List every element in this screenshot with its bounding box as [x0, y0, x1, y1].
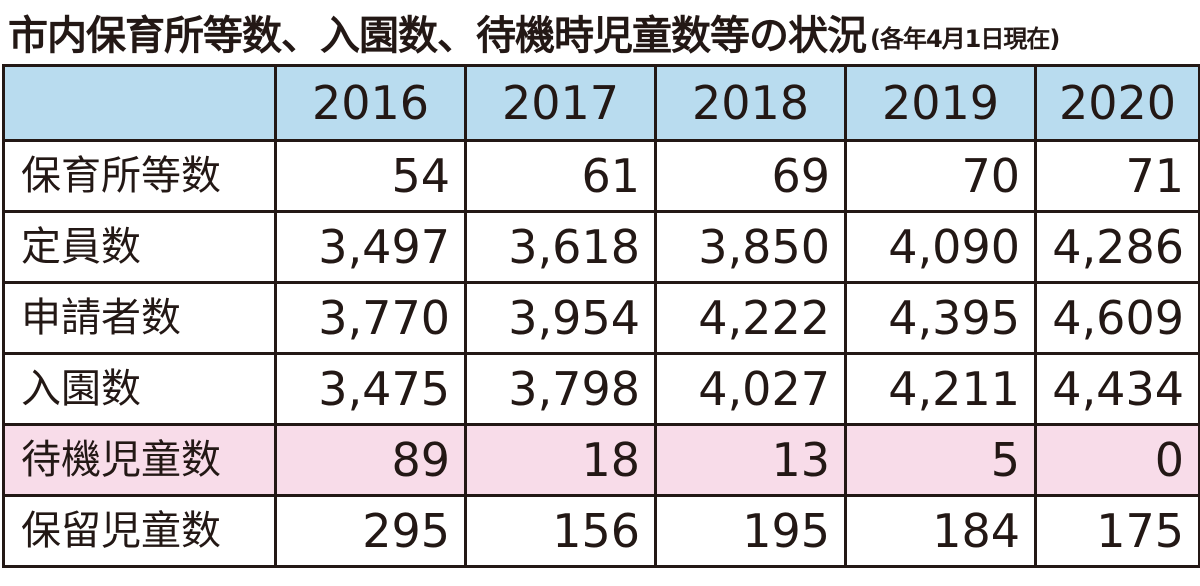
table-cell: 69: [654, 139, 847, 213]
row-label: 定員数: [2, 210, 277, 284]
table-cell: 3,497: [274, 210, 467, 284]
table-cell: 13: [654, 423, 847, 497]
header-row: 2016 2017 2018 2019 2020: [2, 64, 1200, 142]
page-title: 市内保育所等数、入園数、待機時児童数等の状況: [8, 13, 867, 59]
table-row-reserved: 保留児童数 295 156 195 184 175: [2, 494, 1200, 568]
table-cell: 54: [274, 139, 467, 213]
table-cell: 61: [464, 139, 657, 213]
table-cell: 3,798: [464, 352, 657, 426]
table-cell: 4,211: [844, 352, 1037, 426]
table-cell: 295: [274, 494, 467, 568]
table-cell: 175: [1034, 494, 1200, 568]
table-cell: 71: [1034, 139, 1200, 213]
table-cell: 4,222: [654, 281, 847, 355]
data-table: 2016 2017 2018 2019 2020 保育所等数 54 61 69 …: [2, 64, 1200, 568]
table-cell: 4,434: [1034, 352, 1200, 426]
table-cell: 3,618: [464, 210, 657, 284]
year-header-2017: 2017: [464, 64, 657, 142]
table-cell: 18: [464, 423, 657, 497]
table-cell: 4,286: [1034, 210, 1200, 284]
table-row-capacity: 定員数 3,497 3,618 3,850 4,090 4,286: [2, 210, 1200, 284]
row-label: 待機児童数: [2, 423, 277, 497]
table-row-applicants: 申請者数 3,770 3,954 4,222 4,395 4,609: [2, 281, 1200, 355]
table-cell: 89: [274, 423, 467, 497]
table-cell: 156: [464, 494, 657, 568]
table-cell: 3,850: [654, 210, 847, 284]
table-cell: 0: [1034, 423, 1200, 497]
table-cell: 4,609: [1034, 281, 1200, 355]
title-note: (各年4月1日現在): [870, 25, 1060, 53]
table-cell: 3,770: [274, 281, 467, 355]
row-label: 申請者数: [2, 281, 277, 355]
table-cell: 4,090: [844, 210, 1037, 284]
table-cell: 70: [844, 139, 1037, 213]
year-header-2020: 2020: [1034, 64, 1200, 142]
table-cell: 3,475: [274, 352, 467, 426]
header-blank-cell: [2, 64, 277, 142]
table-cell: 4,027: [654, 352, 847, 426]
row-label: 保留児童数: [2, 494, 277, 568]
table-cell: 5: [844, 423, 1037, 497]
table-cell: 3,954: [464, 281, 657, 355]
year-header-2019: 2019: [844, 64, 1037, 142]
table-row-waiting: 待機児童数 89 18 13 5 0: [2, 423, 1200, 497]
table-row-enrolled: 入園数 3,475 3,798 4,027 4,211 4,434: [2, 352, 1200, 426]
year-header-2016: 2016: [274, 64, 467, 142]
table-cell: 4,395: [844, 281, 1037, 355]
table-row-facilities: 保育所等数 54 61 69 70 71: [2, 139, 1200, 213]
row-label: 保育所等数: [2, 139, 277, 213]
table-cell: 184: [844, 494, 1037, 568]
table-cell: 195: [654, 494, 847, 568]
year-header-2018: 2018: [654, 64, 847, 142]
row-label: 入園数: [2, 352, 277, 426]
title-row: 市内保育所等数、入園数、待機時児童数等の状況 (各年4月1日現在): [8, 4, 1198, 62]
